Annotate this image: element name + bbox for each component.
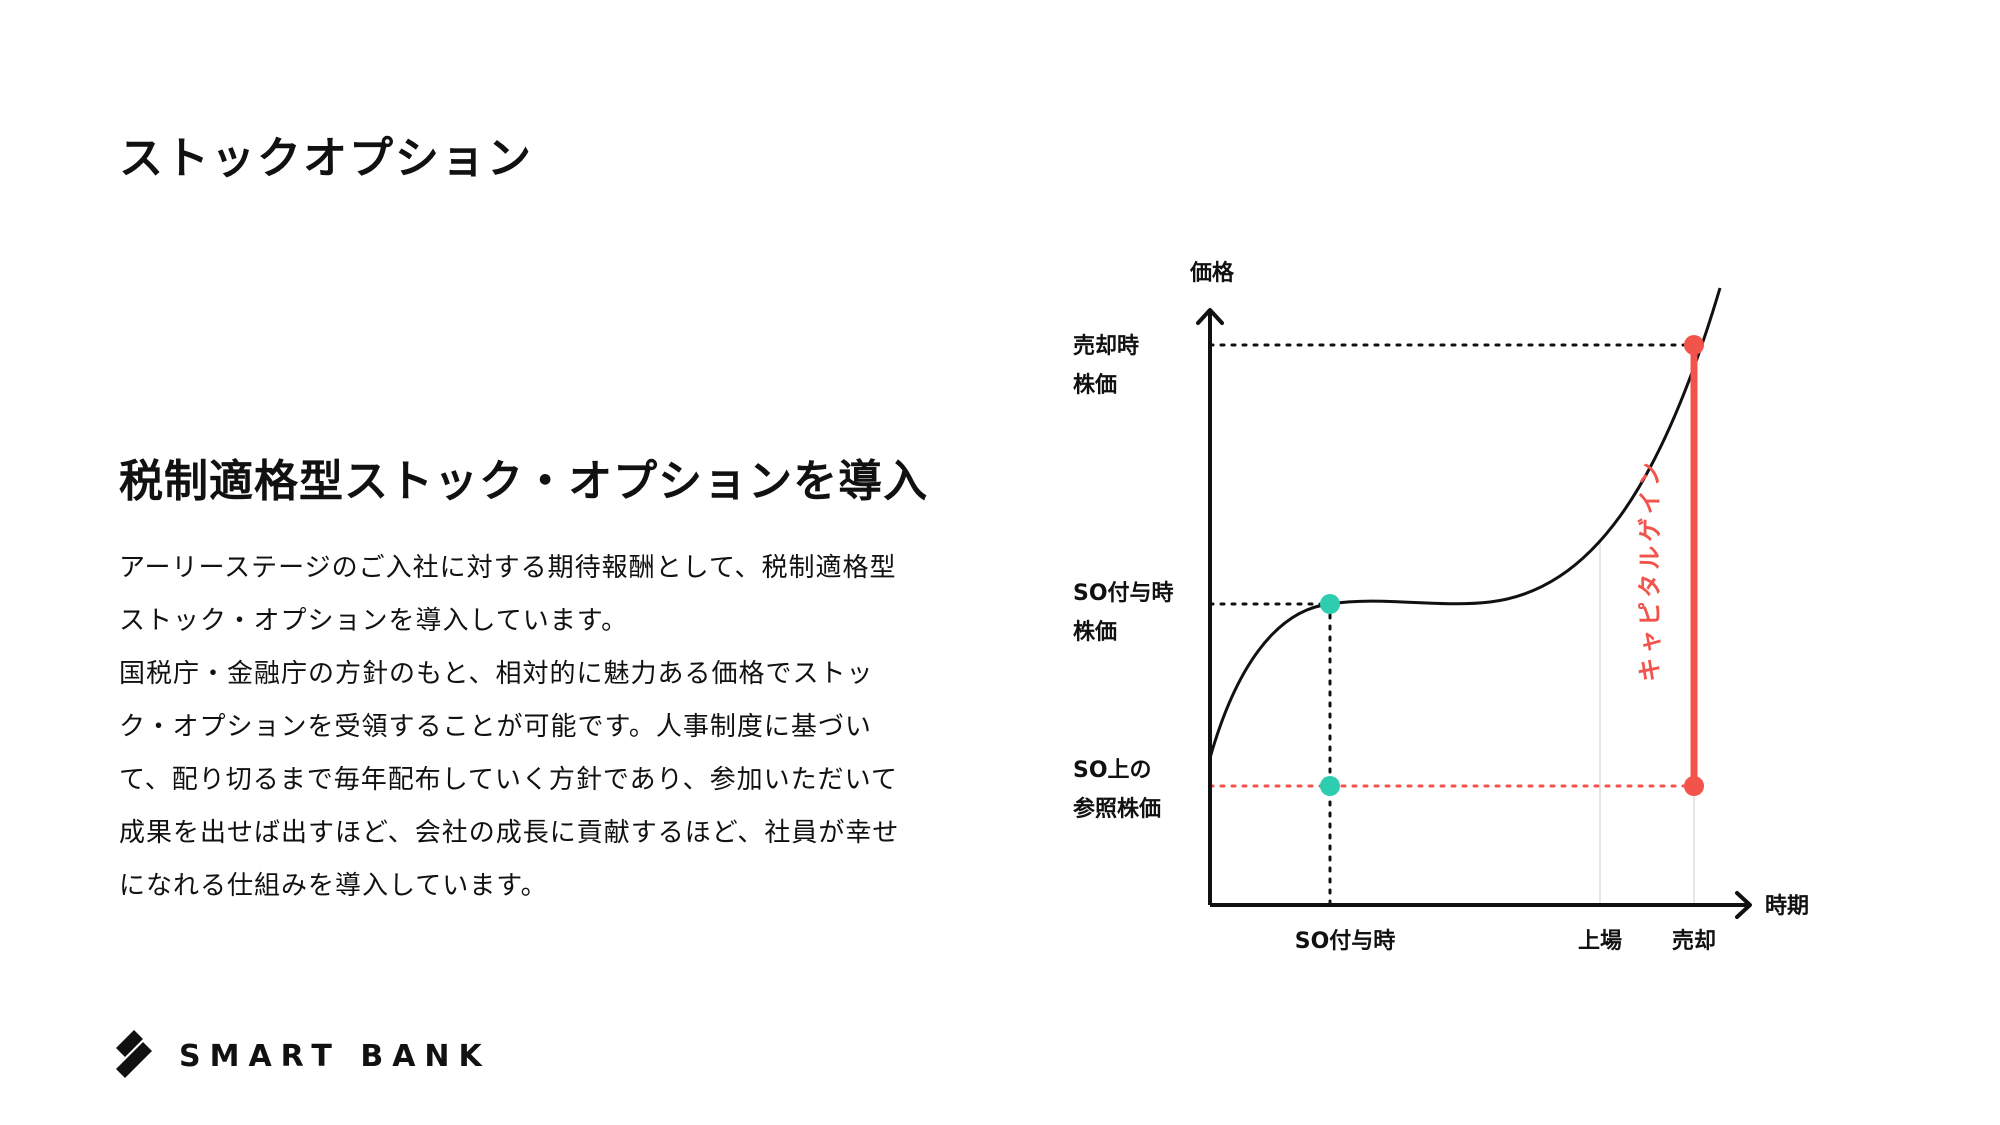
body-line: 国税庁・金融庁の方針のもと、相対的に魅力ある価格でストッ — [119, 659, 874, 689]
company-logo: SMART BANK — [113, 1030, 491, 1082]
sale-price-label-line1: 売却時 — [1073, 333, 1139, 359]
x-tick-sale: 売却 — [1672, 928, 1716, 954]
reference-price-label: SO上の 参照株価 — [1073, 758, 1161, 822]
body-line: ク・オプションを受領することが可能です。人事制度に基づい — [119, 712, 872, 742]
reference-price-label-line2: 参照株価 — [1073, 796, 1161, 822]
x-tick-grant: SO付与時 — [1295, 929, 1396, 954]
grant-price-label-line1: SO付与時 — [1073, 581, 1174, 606]
body-line: になれる仕組みを導入しています。 — [119, 871, 548, 901]
reference-price-label-line1: SO上の — [1073, 758, 1152, 783]
sale-price-label-line2: 株価 — [1073, 373, 1117, 398]
section-heading: 税制適格型ストック・オプションを導入 — [119, 456, 929, 507]
y-axis-arrow — [1196, 308, 1224, 325]
grant-price-label: SO付与時 株価 — [1073, 581, 1181, 645]
y-axis-label: 価格 — [1189, 260, 1235, 286]
logo-wordmark: SMART BANK — [179, 1038, 491, 1074]
reference-price-grant-point — [1320, 776, 1340, 796]
x-axis-label: 時期 — [1765, 894, 1809, 919]
body-line: ストック・オプションを導入しています。 — [119, 606, 629, 636]
capital-gain-label: キャピタルゲイン — [1636, 458, 1664, 682]
body-line: 成果を出せば出すほど、会社の成長に貢献するほど、社員が幸せ — [119, 818, 900, 848]
body-line: アーリーステージのご入社に対する期待報酬として、税制適格型 — [119, 553, 897, 583]
stock-option-diagram: 価格 時期 売却時 株価 SO付与時 株価 SO上の 参照株価 SO付与時 上場… — [1073, 260, 1809, 954]
page-title: ストックオプション — [119, 133, 533, 184]
x-tick-listing: 上場 — [1578, 929, 1622, 954]
body-line: て、配り切るまで毎年配布していく方針であり、参加いただいて — [119, 765, 898, 795]
reference-price-sale-point — [1684, 776, 1704, 796]
body-paragraph: アーリーステージのご入社に対する期待報酬として、税制適格型 ストック・オプション… — [119, 542, 989, 913]
grant-price-label-line2: 株価 — [1073, 620, 1117, 645]
price-curve — [1208, 287, 1722, 759]
grant-price-point — [1320, 594, 1340, 614]
x-axis-arrow — [1735, 891, 1752, 919]
sale-price-point — [1684, 335, 1704, 355]
sale-price-label: 売却時 株価 — [1073, 333, 1147, 398]
smartbank-stripes-icon — [116, 1030, 152, 1078]
